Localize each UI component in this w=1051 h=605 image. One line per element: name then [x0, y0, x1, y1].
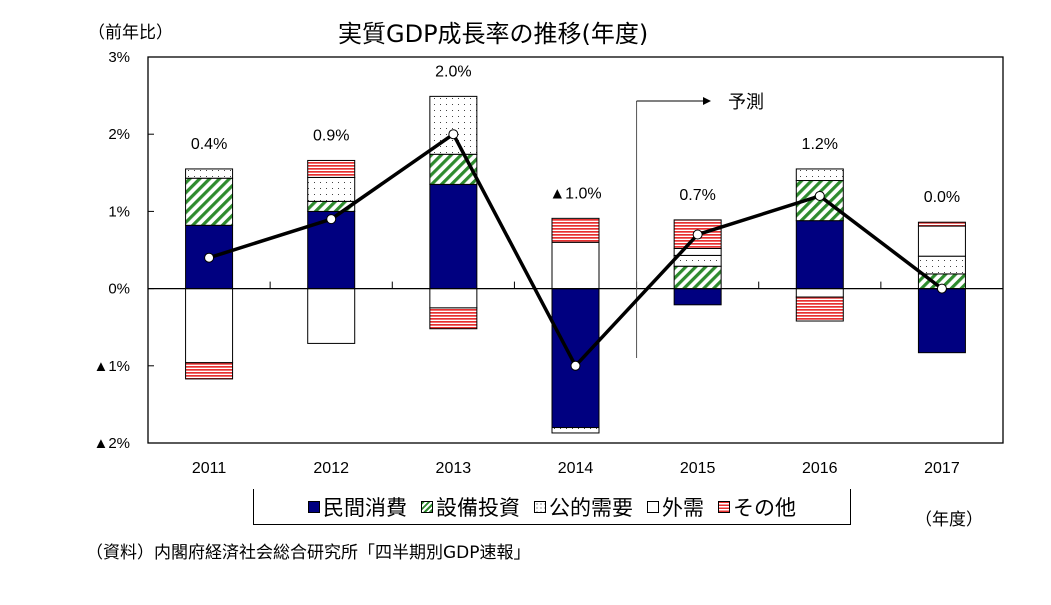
data-label: 0.9% — [313, 127, 349, 144]
data-label: 0.4% — [191, 136, 227, 153]
legend-swatch-icon — [718, 500, 730, 513]
bar-segment-2016-3 — [795, 288, 844, 298]
bar-segment-2015-2 — [673, 254, 722, 267]
legend-swatch-icon — [534, 500, 546, 513]
legend-swatch-icon — [308, 500, 320, 513]
bar-segment-2016-2 — [795, 168, 844, 182]
x-tick-label: 2013 — [436, 460, 472, 477]
bar-segment-2011-4 — [185, 362, 234, 380]
growth-rate-point — [448, 129, 459, 140]
legend-label: 公的需要 — [549, 495, 633, 520]
legend-item: 外需 — [647, 492, 704, 522]
bar-segment-2014-0 — [551, 288, 600, 429]
legend-label: 設備投資 — [436, 495, 520, 520]
bar-segment-2015-0 — [673, 288, 722, 306]
bar-segment-2017-2 — [917, 255, 966, 275]
plot-frame — [147, 56, 1004, 444]
growth-rate-point — [570, 360, 581, 371]
bar-segment-2012-4 — [307, 159, 356, 178]
y-tick-label: ▲1% — [93, 358, 130, 375]
bar-segment-2011-2 — [185, 168, 234, 179]
bar-segment-2013-1 — [429, 153, 478, 185]
bar-segment-2016-0 — [795, 220, 844, 290]
growth-rate-point — [692, 229, 703, 240]
x-tick-label: 2016 — [802, 460, 838, 477]
bar-segment-2016-4 — [795, 296, 844, 322]
legend-swatch-icon — [421, 500, 433, 513]
data-label: 0.0% — [924, 189, 960, 206]
x-tick-label: 2014 — [558, 460, 594, 477]
data-label: 2.0% — [435, 63, 471, 80]
growth-rate-point — [814, 190, 825, 201]
source-note: （資料）内閣府経済社会総合研究所「四半期別GDP速報」 — [86, 543, 531, 563]
bar-segment-2012-3 — [307, 288, 356, 344]
chart-title: 実質GDP成長率の推移(年度) — [338, 20, 649, 48]
legend-item: 民間消費 — [308, 492, 407, 522]
y-tick-label: 2% — [108, 126, 130, 143]
legend-item: 公的需要 — [534, 492, 633, 522]
bar-segment-2017-3 — [917, 225, 966, 257]
x-tick-label: 2011 — [192, 460, 227, 477]
y-axis-label: （前年比） — [88, 23, 173, 43]
bar-segment-2014-3 — [551, 241, 600, 290]
legend: 民間消費 設備投資 公的需要 外需 その他 — [253, 489, 851, 525]
y-tick-label: 1% — [108, 203, 130, 220]
bar-segment-2017-0 — [917, 288, 966, 354]
data-label: 0.7% — [679, 187, 715, 204]
bar-segment-2017-4 — [917, 221, 966, 227]
bar-segment-2013-4 — [429, 307, 478, 330]
bar-segment-2013-3 — [429, 288, 478, 309]
bar-segment-2014-2 — [551, 427, 600, 434]
legend-item: その他 — [718, 492, 796, 522]
growth-rate-point — [204, 252, 215, 263]
y-tick-label: 3% — [108, 49, 130, 66]
growth-rate-point — [326, 214, 337, 225]
x-tick-label: 2012 — [313, 460, 349, 477]
forecast-label: 予測 — [728, 92, 764, 112]
legend-label: その他 — [733, 495, 796, 520]
bar-segment-2011-3 — [185, 288, 234, 364]
legend-label: 外需 — [662, 495, 704, 520]
x-tick-label: 2017 — [924, 460, 960, 477]
legend-label: 民間消費 — [323, 495, 407, 520]
legend-item: 設備投資 — [421, 492, 520, 522]
bar-segment-2012-2 — [307, 176, 356, 202]
y-tick-label: 0% — [108, 281, 130, 298]
x-tick-label: 2015 — [680, 460, 716, 477]
legend-swatch-icon — [647, 500, 659, 513]
growth-rate-point — [936, 283, 947, 294]
bar-segment-2011-1 — [185, 177, 234, 226]
y-tick-label: ▲2% — [93, 435, 130, 452]
forecast-arrowhead-icon — [703, 97, 711, 105]
bar-segment-2013-0 — [429, 183, 478, 290]
x-axis-label: （年度） — [915, 510, 983, 530]
bar-segment-2015-1 — [673, 265, 722, 290]
bar-segment-2014-4 — [551, 217, 600, 243]
data-label: ▲1.0% — [549, 185, 601, 202]
data-label: 1.2% — [802, 136, 838, 153]
